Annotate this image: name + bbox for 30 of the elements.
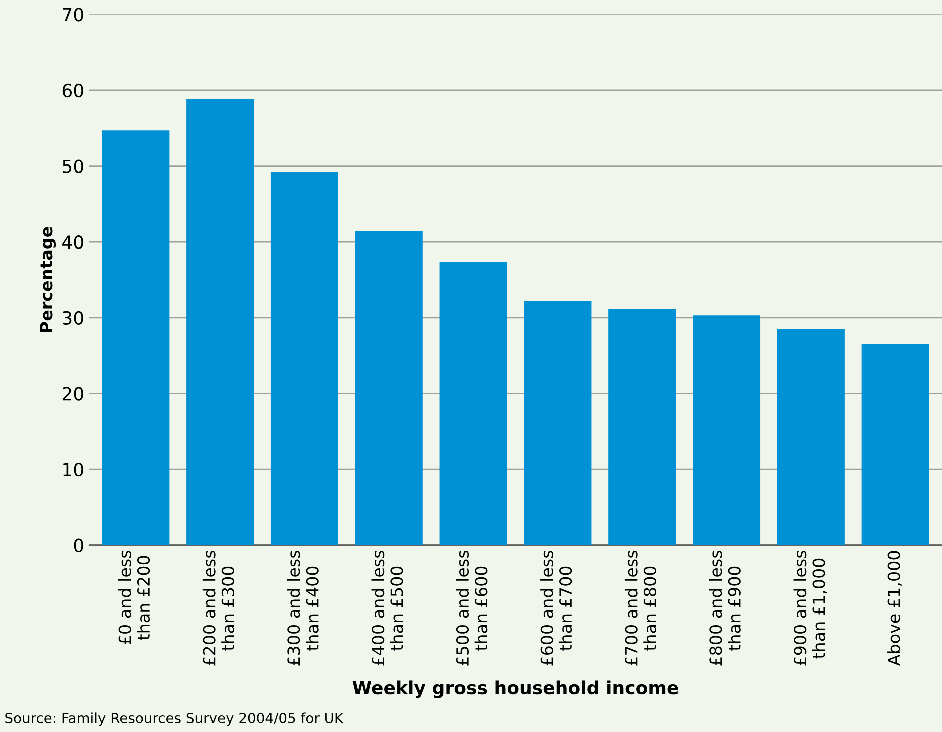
bar (440, 262, 508, 546)
bar (693, 316, 761, 546)
y-tick-label: 50 (63, 160, 84, 174)
y-tick-label: 30 (63, 311, 84, 326)
y-tick-label: 10 (64, 462, 84, 477)
bar (524, 301, 592, 546)
x-tick-label: £0 and less than £200 (118, 551, 150, 645)
x-tick-label: £700 and less than £800 (624, 551, 657, 666)
x-tick-label: £500 and less than £600 (456, 551, 488, 666)
x-tick-label: £200 and less than £300 (202, 551, 234, 666)
bar (102, 130, 170, 546)
x-tick-label: £300 and less than £400 (287, 551, 319, 666)
bar (270, 172, 338, 546)
bar (186, 100, 254, 546)
bar (355, 231, 423, 546)
x-tick-label: £800 and less than £900 (709, 551, 741, 666)
bar (608, 310, 676, 546)
x-tick-label: Above £1,000 (888, 551, 902, 666)
bar (862, 344, 930, 546)
y-axis-title: Percentage (40, 227, 56, 332)
y-tick-label: 70 (63, 8, 84, 22)
y-tick-label: 60 (62, 84, 84, 98)
y-tick-label: 20 (62, 387, 84, 401)
y-tick-label: 40 (62, 236, 84, 250)
x-tick-label: £400 and less than £500 (372, 551, 404, 666)
source-note: Source: Family Resources Survey 2004/05 for UK (6, 712, 344, 726)
bar (777, 329, 845, 546)
y-tick-label: 0 (74, 538, 84, 552)
x-axis-title: Weekly gross household income (352, 680, 678, 698)
x-tick-label: £600 and less than £700 (540, 551, 572, 666)
